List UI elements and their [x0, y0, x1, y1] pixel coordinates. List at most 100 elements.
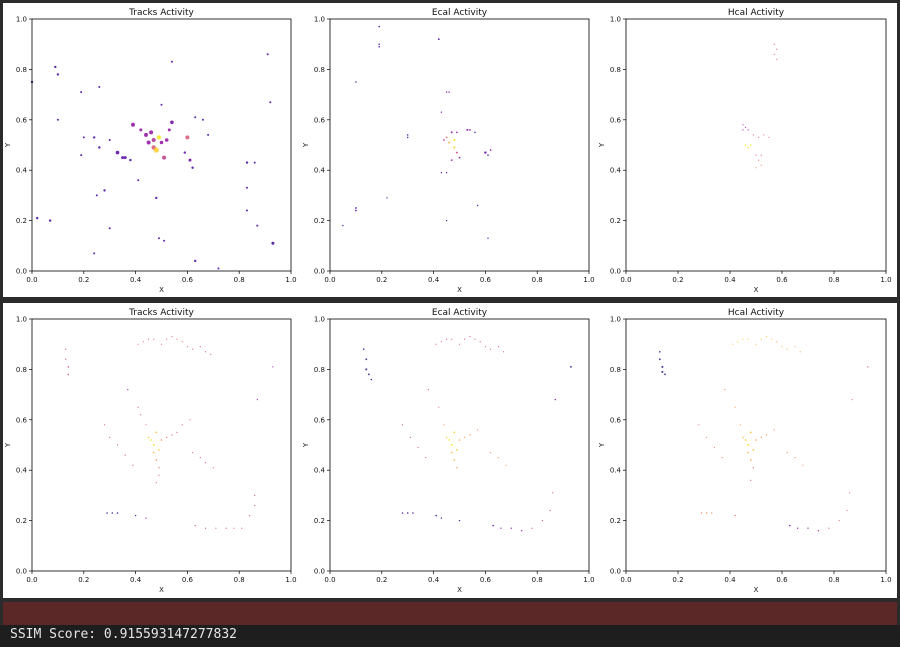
- data-point: [664, 373, 666, 376]
- chart-title: Tracks Activity: [128, 308, 194, 318]
- x-axis-label: X: [457, 286, 462, 294]
- data-point: [355, 209, 357, 212]
- data-point: [406, 136, 409, 139]
- data-point: [417, 446, 419, 449]
- data-point: [768, 136, 770, 138]
- data-point: [167, 128, 171, 132]
- data-point: [155, 459, 158, 461]
- data-point: [817, 530, 820, 532]
- y-tick-label: 0.0: [610, 568, 621, 576]
- data-point: [456, 449, 458, 451]
- data-point: [378, 45, 381, 48]
- y-tick-label: 0.2: [314, 517, 325, 525]
- data-point: [867, 366, 869, 368]
- data-point: [160, 103, 163, 106]
- data-point: [745, 126, 747, 128]
- data-point: [464, 436, 466, 439]
- data-point: [776, 58, 778, 60]
- data-point: [131, 122, 135, 127]
- data-point: [192, 348, 194, 350]
- data-point: [246, 209, 248, 212]
- x-tick-label: 0.0: [324, 576, 335, 584]
- x-tick-label: 0.6: [480, 576, 492, 584]
- data-point: [170, 60, 173, 63]
- x-tick-label: 0.0: [26, 276, 37, 284]
- data-point: [109, 436, 111, 438]
- data-point: [181, 341, 183, 343]
- ssim-score-output: SSIM Score: 0.915593147277832: [0, 625, 900, 647]
- data-point: [95, 194, 98, 197]
- y-tick-label: 0.0: [16, 568, 27, 576]
- data-point: [476, 204, 479, 207]
- x-tick-label: 1.0: [285, 276, 296, 284]
- data-point: [111, 512, 114, 514]
- y-tick-label: 0.8: [16, 66, 27, 74]
- data-point: [355, 207, 357, 209]
- y-tick-label: 0.8: [314, 66, 325, 74]
- y-tick-label: 0.4: [16, 467, 28, 475]
- data-point: [401, 512, 404, 514]
- data-point: [108, 139, 111, 141]
- data-point: [132, 464, 134, 466]
- data-point: [479, 341, 481, 343]
- x-tick-label: 0.8: [532, 576, 543, 584]
- data-point: [266, 53, 269, 56]
- data-point: [846, 509, 848, 512]
- data-point: [477, 429, 479, 431]
- data-point: [497, 457, 499, 459]
- data-point: [153, 338, 155, 340]
- data-point: [145, 517, 147, 519]
- data-point: [362, 348, 365, 350]
- data-point: [272, 366, 274, 368]
- x-tick-label: 0.2: [376, 276, 387, 284]
- data-point: [721, 457, 723, 459]
- data-point: [158, 474, 160, 476]
- data-point: [127, 389, 129, 391]
- data-point: [484, 151, 487, 154]
- data-point: [121, 156, 125, 160]
- y-tick-label: 0.2: [610, 217, 621, 225]
- data-point: [453, 138, 456, 142]
- y-tick-label: 0.8: [610, 366, 621, 374]
- x-tick-label: 0.4: [130, 276, 142, 284]
- data-point: [150, 439, 153, 441]
- x-tick-label: 0.4: [724, 576, 736, 584]
- data-point: [137, 406, 139, 408]
- data-point: [189, 419, 191, 421]
- data-point: [440, 172, 443, 174]
- data-point: [157, 237, 160, 240]
- data-point: [763, 134, 765, 136]
- data-point: [448, 141, 451, 144]
- data-point: [453, 459, 456, 461]
- data-point: [771, 338, 773, 340]
- data-point: [254, 504, 256, 507]
- data-point: [752, 134, 755, 136]
- data-point: [158, 449, 160, 451]
- data-point: [151, 138, 156, 142]
- data-point: [149, 130, 154, 135]
- y-tick-label: 0.6: [610, 116, 622, 124]
- data-point: [474, 338, 476, 340]
- y-tick-label: 1.0: [610, 316, 621, 324]
- x-tick-label: 1.0: [880, 276, 891, 284]
- data-point: [445, 436, 448, 439]
- data-point: [210, 353, 212, 355]
- data-point: [448, 91, 450, 93]
- chart-1: 0.0 0.2 0.4 0.6 0.8 1.0 0.0 0.2 0.4 0.6 0.8 1.0 Trac…: [4, 8, 297, 294]
- chart-4: 0.0 0.2 0.4 0.6 0.8 1.0 0.0 0.2 0.4 0.6 0.8 1.0 Trac…: [4, 308, 297, 594]
- x-tick-label: 0.2: [78, 576, 89, 584]
- data-point: [152, 444, 155, 446]
- data-point: [750, 144, 752, 146]
- data-point: [469, 129, 471, 131]
- y-tick-label: 1.0: [16, 16, 27, 24]
- y-tick-label: 0.2: [610, 517, 621, 525]
- data-point: [129, 158, 132, 162]
- data-point: [116, 512, 119, 514]
- y-tick-label: 0.4: [610, 167, 622, 175]
- axes-frame: [31, 318, 292, 572]
- data-point: [116, 444, 119, 446]
- data-point: [464, 338, 466, 340]
- data-point: [758, 159, 760, 161]
- data-point: [541, 520, 544, 522]
- data-point: [828, 527, 830, 529]
